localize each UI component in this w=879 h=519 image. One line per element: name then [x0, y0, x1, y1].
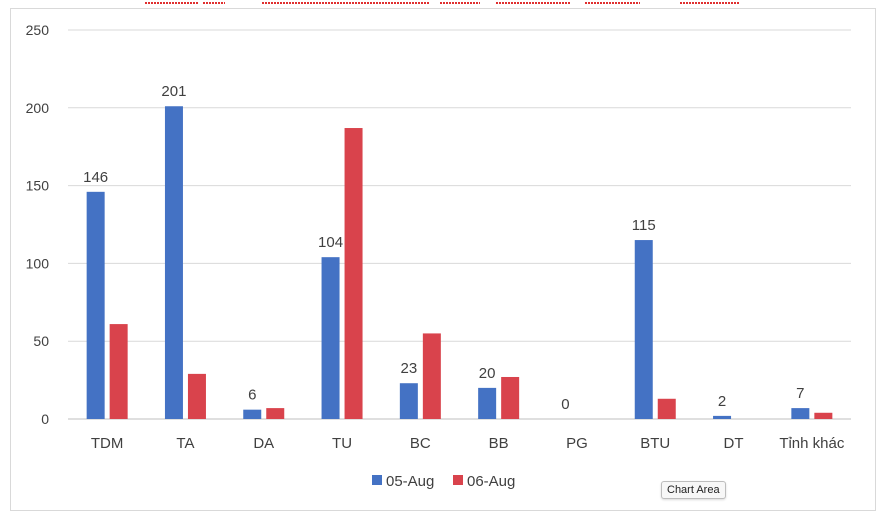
y-axis-ticks: 0 50 100 150 200 250 — [26, 22, 50, 427]
y-tick-label: 0 — [41, 411, 49, 427]
x-tick-label: TDM — [91, 435, 124, 452]
y-tick-label: 150 — [26, 178, 50, 194]
y-tick-label: 200 — [26, 100, 50, 116]
data-label: 201 — [161, 83, 186, 100]
bar-06-Aug-TA[interactable] — [187, 373, 206, 419]
data-label: 23 — [401, 360, 418, 377]
bar-05-Aug-TU[interactable] — [321, 257, 340, 419]
bar-06-Aug-DA[interactable] — [266, 408, 285, 419]
data-label: 20 — [479, 365, 496, 382]
bar-05-Aug-TDM[interactable] — [86, 191, 105, 419]
bar-06-Aug-BTU[interactable] — [657, 398, 676, 419]
bar-05-Aug-BC[interactable] — [399, 383, 418, 419]
x-tick-label: Tỉnh khác — [779, 435, 845, 452]
data-label: 2 — [718, 393, 726, 410]
legend-label: 05-Aug — [386, 473, 434, 490]
bars — [86, 106, 833, 419]
bar-05-Aug-BTU[interactable] — [634, 240, 653, 419]
x-tick-label: BTU — [640, 435, 670, 452]
data-label: 7 — [796, 385, 804, 402]
bar-05-Aug-DA[interactable] — [243, 409, 262, 419]
bar-06-Aug-BC[interactable] — [422, 333, 441, 419]
bar-06-Aug-Tỉnh khác[interactable] — [814, 412, 833, 419]
truncated-title-fragment — [145, 2, 740, 4]
chart-area[interactable] — [10, 8, 876, 511]
data-label: 6 — [248, 387, 256, 404]
bar-06-Aug-TU[interactable] — [344, 128, 363, 419]
y-tick-label: 50 — [33, 333, 49, 349]
legend-swatch — [453, 475, 463, 485]
x-tick-label: BB — [489, 435, 509, 452]
bar-05-Aug-TA[interactable] — [164, 106, 183, 419]
y-tick-label: 250 — [26, 22, 50, 38]
chart-area-tooltip: Chart Area — [661, 481, 726, 499]
x-tick-label: PG — [566, 435, 588, 452]
bar-05-Aug-Tỉnh khác[interactable] — [791, 408, 810, 419]
data-label: 146 — [83, 169, 108, 186]
legend-label: 06-Aug — [467, 473, 515, 490]
data-label: 104 — [318, 234, 343, 251]
x-tick-label: DA — [253, 435, 274, 452]
data-label: 115 — [632, 217, 656, 234]
bar-05-Aug-BB[interactable] — [478, 387, 497, 419]
x-axis-ticks: TDM TA DA TU BC BB PG BTU DT Tỉnh khác — [91, 435, 845, 452]
x-tick-label: TA — [176, 435, 194, 452]
data-label: 0 — [561, 396, 569, 413]
bar-05-Aug-DT[interactable] — [713, 415, 732, 419]
legend: 05-Aug 06-Aug — [372, 473, 515, 490]
bar-06-Aug-TDM[interactable] — [109, 324, 128, 419]
x-tick-label: TU — [332, 435, 352, 452]
y-tick-label: 100 — [26, 255, 50, 271]
x-tick-label: BC — [410, 435, 431, 452]
x-tick-label: DT — [724, 435, 744, 452]
legend-swatch — [372, 475, 382, 485]
bar-06-Aug-BB[interactable] — [501, 376, 520, 419]
data-labels: 146 201 6 104 23 20 0 115 2 7 — [83, 83, 804, 413]
